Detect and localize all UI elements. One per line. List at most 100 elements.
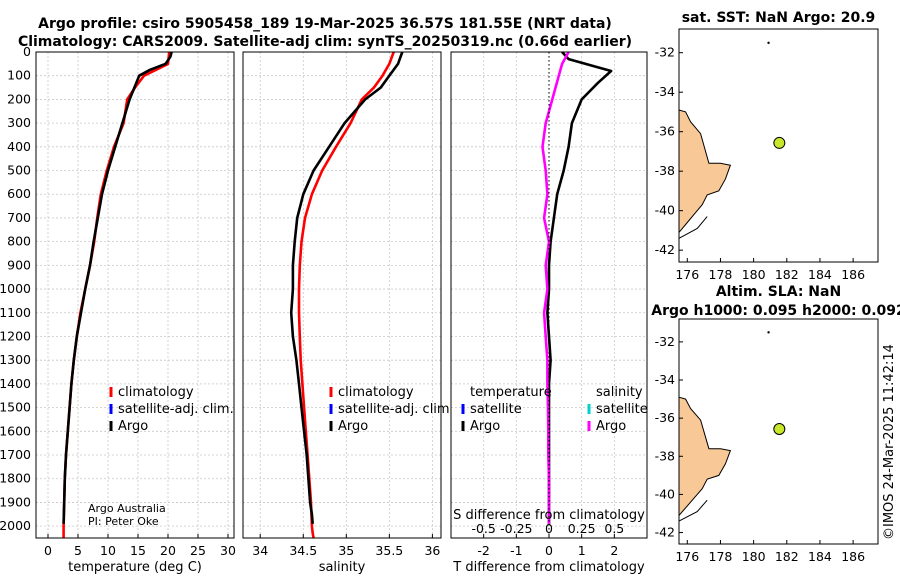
secondary-xtick-label: 0.25 xyxy=(568,521,596,536)
depth-tick-label: 2000 xyxy=(0,518,31,533)
map_sla-lon-tick-label: 186 xyxy=(841,549,865,564)
secondary-xtick-label: -0.5 xyxy=(471,521,495,536)
difference-xtick-label: -1 xyxy=(510,543,522,558)
secondary-xtick-label: -0.25 xyxy=(500,521,532,536)
difference-panel: -2 -1 0 1 2 T difference from climatology S di… xyxy=(450,51,648,575)
temperature-frame xyxy=(35,51,235,539)
diff-legend-label: Argo xyxy=(470,419,500,434)
diff-legend-label: Argo xyxy=(596,419,626,434)
map_sst-islet xyxy=(767,41,770,45)
depth-tick-label: 800 xyxy=(7,234,31,249)
secondary-xtick-label: 0.5 xyxy=(604,521,624,536)
depth-tick-label: 500 xyxy=(7,163,31,178)
temperature-legend-label: climatology xyxy=(118,385,194,400)
credit-line2: PI: Peter Oke xyxy=(88,515,159,528)
salinity-legend-label: Argo xyxy=(338,419,368,434)
map_sla-lat-tick-label: -38 xyxy=(655,448,675,463)
diff-legend-header-temperature: temperature xyxy=(470,385,552,400)
map_sst-lat-tick-label: -36 xyxy=(655,124,675,139)
depth-tick-label: 200 xyxy=(7,91,31,106)
map_sla-lon-tick-label: 184 xyxy=(808,549,832,564)
depth-tick-label: 1000 xyxy=(0,281,31,296)
temperature-series-argo xyxy=(62,51,173,524)
map_sst-lon-tick-label: 186 xyxy=(841,267,865,282)
map_sla-lon-tick-label: 176 xyxy=(675,549,699,564)
difference-series-salinity-argo xyxy=(541,51,570,524)
map_sst-lon-tick-label: 180 xyxy=(742,267,766,282)
temperature-legend-label: Argo xyxy=(118,419,148,434)
depth-tick-label: 100 xyxy=(7,68,31,83)
salinity-frame xyxy=(242,51,442,539)
temperature-xtick-label: 25 xyxy=(190,543,206,558)
temperature-xtick-label: 30 xyxy=(220,543,236,558)
timestamp-label: ©IMOS 24-Mar-2025 11:42:14 xyxy=(882,344,897,540)
sst-map-panel: 176 178 180 182 184 186 -32 -34 -36 -38 -40 -42 sat.… xyxy=(655,10,879,282)
map_sla-lat-tick-label: -40 xyxy=(655,486,675,501)
diff-legend-label: satellite xyxy=(470,402,522,417)
map_sla-argo-position-marker xyxy=(773,423,786,436)
map_sst-lon-tick-label: 178 xyxy=(709,267,733,282)
difference-xtick-label: 1 xyxy=(578,543,586,558)
secondary-xtick-label: 0 xyxy=(545,521,553,536)
map_sla-map-frame xyxy=(678,318,879,545)
map_sst-landmass xyxy=(678,109,732,234)
map_sla-lat-tick-label: -32 xyxy=(655,334,675,349)
map_sla-offshore-contour xyxy=(678,499,708,522)
salinity-legend-label: climatology xyxy=(338,385,414,400)
depth-tick-label: 1600 xyxy=(0,423,31,438)
salinity-xtick-label: 35.5 xyxy=(375,543,403,558)
salinity-xtick-label: 34 xyxy=(252,543,268,558)
map_sla-lon-tick-label: 180 xyxy=(742,549,766,564)
map_sst-lon-tick-label: 184 xyxy=(808,267,832,282)
map_sst-lat-tick-label: -38 xyxy=(655,163,675,178)
salinity-legend-label: satellite-adj. clim. xyxy=(338,402,454,417)
depth-tick-label: 700 xyxy=(7,210,31,225)
depth-tick-label: 900 xyxy=(7,257,31,272)
depth-tick-label: 1700 xyxy=(0,447,31,462)
map_sst-lat-tick-label: -42 xyxy=(655,242,675,257)
map_sla-lon-tick-label: 178 xyxy=(709,549,733,564)
depth-tick-label: 300 xyxy=(7,115,31,130)
depth-tick-label: 1500 xyxy=(0,400,31,415)
salinity-plot-area xyxy=(243,52,441,538)
map_sla-lon-tick-label: 182 xyxy=(775,549,799,564)
salinity-xtick-label: 34.5 xyxy=(289,543,317,558)
credit-line1: Argo Australia xyxy=(88,502,166,515)
difference-xtick-label: 0 xyxy=(545,543,553,558)
map_sla-islet xyxy=(767,331,770,334)
salinity-xlabel: salinity xyxy=(319,560,366,575)
map_sla-subtitle: Argo h1000: 0.095 h2000: 0.092 xyxy=(651,303,900,319)
depth-tick-label: 600 xyxy=(7,186,31,201)
temperature-xtick-label: 10 xyxy=(100,543,116,558)
figure-title-line1: Argo profile: csiro 5905458_189 19-Mar-2… xyxy=(38,16,612,32)
temperature-panel: 0 5 10 15 20 25 30 temperature (deg C) 0 100 200 30… xyxy=(0,44,236,575)
temperature-xlabel: temperature (deg C) xyxy=(68,560,202,575)
salinity-xtick-label: 35 xyxy=(338,543,354,558)
salinity-xtick-label: 36 xyxy=(424,543,440,558)
difference-xtick-label: -2 xyxy=(477,543,489,558)
map_sst-argo-position-marker xyxy=(773,136,786,149)
difference-xtick-label: 2 xyxy=(610,543,618,558)
depth-tick-label: 1800 xyxy=(0,471,31,486)
salinity-series-argo xyxy=(289,51,404,524)
depth-tick-label: 1200 xyxy=(0,328,31,343)
difference-xlabel: T difference from climatology xyxy=(452,560,645,575)
sla-map-panel: 176 178 180 182 184 186 -32 -34 -36 -38 -40 -42 Alti… xyxy=(651,284,900,564)
map_sst-lon-tick-label: 176 xyxy=(675,267,699,282)
map_sst-lat-tick-label: -32 xyxy=(655,45,675,60)
map_sst-lat-tick-label: -34 xyxy=(655,84,675,99)
salinity-panel: 34 34.5 35 35.5 36 salinity climatology satelli… xyxy=(242,51,454,575)
map_sst-lon-tick-label: 182 xyxy=(775,267,799,282)
depth-tick-label: 0 xyxy=(23,44,31,59)
map_sla-lat-tick-label: -36 xyxy=(655,410,675,425)
map_sst-offshore-contour xyxy=(678,216,708,239)
diff-legend-header-salinity: salinity xyxy=(596,385,643,400)
diff-legend-label: satellite xyxy=(596,402,648,417)
map_sla-title: Altim. SLA: NaN xyxy=(716,284,841,300)
temperature-xtick-label: 0 xyxy=(44,543,52,558)
depth-tick-label: 400 xyxy=(7,139,31,154)
map_sla-lat-tick-label: -34 xyxy=(655,372,675,387)
temperature-xtick-label: 15 xyxy=(130,543,146,558)
map_sst-lat-tick-label: -40 xyxy=(655,203,675,218)
depth-tick-label: 1300 xyxy=(0,352,31,367)
